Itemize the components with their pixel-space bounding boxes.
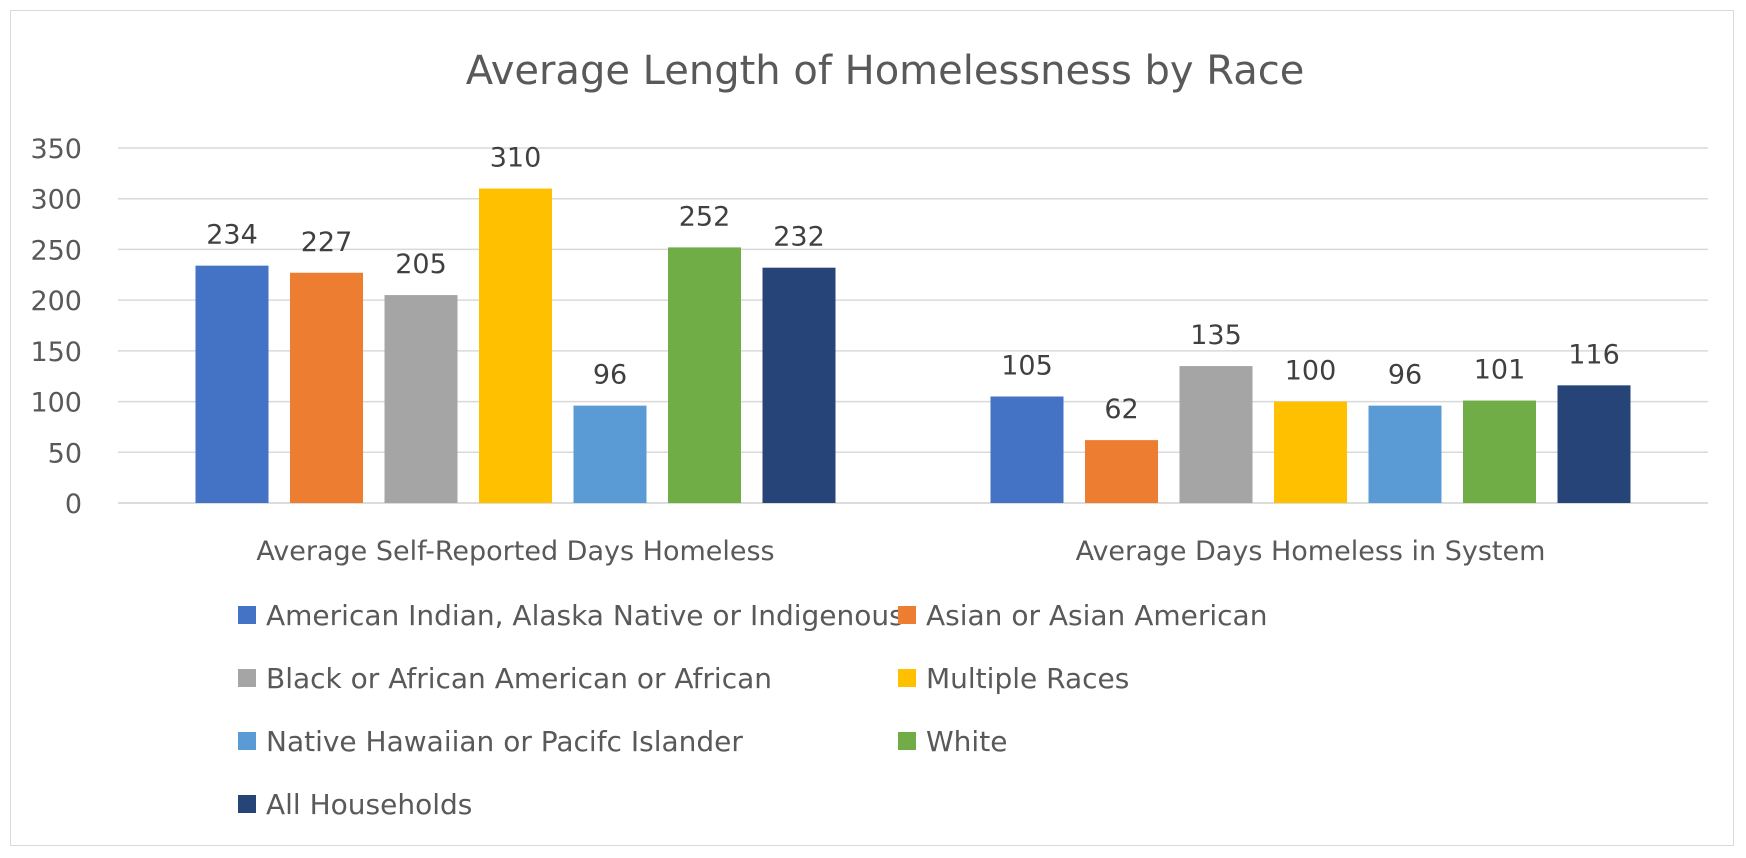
- data-label: 101: [1474, 355, 1526, 386]
- legend-label: Multiple Races: [926, 661, 1130, 695]
- data-label: 232: [773, 222, 825, 253]
- bar: [384, 295, 458, 503]
- bar: [1274, 401, 1347, 503]
- legend-item: All Households: [238, 787, 898, 821]
- bar: [762, 267, 836, 503]
- data-label: 105: [1001, 351, 1053, 382]
- x-category-label: Average Days Homeless in System: [1076, 536, 1546, 567]
- y-axis: 0 50 100 150 200 250 300 350: [30, 134, 82, 520]
- bar: [1085, 440, 1158, 503]
- data-label: 135: [1190, 320, 1242, 351]
- legend-swatch: [898, 669, 916, 687]
- bar: [1557, 385, 1631, 503]
- data-label: 100: [1285, 356, 1337, 387]
- legend-swatch: [238, 669, 256, 687]
- legend-item: Asian or Asian American: [898, 598, 1318, 632]
- bar: [290, 272, 363, 503]
- bar: [1179, 366, 1253, 503]
- bars: [195, 188, 1631, 504]
- data-label: 310: [490, 143, 542, 174]
- legend-item: Black or African American or African: [238, 661, 898, 695]
- data-label: 96: [593, 360, 627, 391]
- legend-label: White: [926, 724, 1008, 758]
- bar: [573, 405, 647, 503]
- data-label: 205: [395, 249, 447, 280]
- y-tick-label: 200: [30, 286, 82, 317]
- legend-label: All Households: [266, 787, 473, 821]
- bar: [479, 188, 552, 504]
- legend-swatch: [238, 732, 256, 750]
- legend-swatch: [238, 606, 256, 624]
- bar: [1368, 405, 1442, 503]
- data-labels: 234 227 205 310 96 252 232 105 62 135 100 96 101 116: [206, 143, 1620, 426]
- legend-item: White: [898, 724, 1318, 758]
- legend-swatch: [898, 606, 916, 624]
- y-tick-label: 300: [30, 185, 82, 216]
- legend-label: Black or African American or African: [266, 661, 772, 695]
- data-label: 252: [679, 201, 731, 232]
- legend-label: Native Hawaiian or Pacifc Islander: [266, 724, 743, 758]
- bar: [668, 247, 741, 503]
- y-tick-label: 250: [30, 235, 82, 266]
- y-tick-label: 50: [48, 438, 82, 469]
- legend: American Indian, Alaska Native or Indige…: [238, 598, 1338, 821]
- legend-label: Asian or Asian American: [926, 598, 1268, 632]
- y-tick-label: 0: [65, 489, 82, 520]
- x-axis: Average Self-Reported Days Homeless Avera…: [256, 536, 1545, 567]
- gridlines: [118, 147, 1708, 504]
- bar: [990, 396, 1064, 503]
- x-category-label: Average Self-Reported Days Homeless: [256, 536, 774, 567]
- data-label: 116: [1568, 339, 1620, 370]
- y-tick-label: 150: [30, 337, 82, 368]
- data-label: 234: [206, 220, 258, 251]
- data-label: 96: [1388, 360, 1422, 391]
- bar: [195, 265, 269, 503]
- data-label: 62: [1104, 394, 1138, 425]
- legend-label: American Indian, Alaska Native or Indige…: [266, 598, 904, 632]
- y-tick-label: 100: [30, 388, 82, 419]
- data-label: 227: [301, 227, 353, 258]
- legend-swatch: [238, 795, 256, 813]
- legend-swatch: [898, 732, 916, 750]
- legend-item: American Indian, Alaska Native or Indige…: [238, 599, 904, 632]
- legend-item: Multiple Races: [898, 661, 1318, 695]
- y-tick-label: 350: [30, 134, 82, 165]
- chart-title: Average Length of Homelessness by Race: [466, 48, 1305, 94]
- bar: [1463, 400, 1536, 503]
- legend-item: Native Hawaiian or Pacifc Islander: [238, 724, 898, 758]
